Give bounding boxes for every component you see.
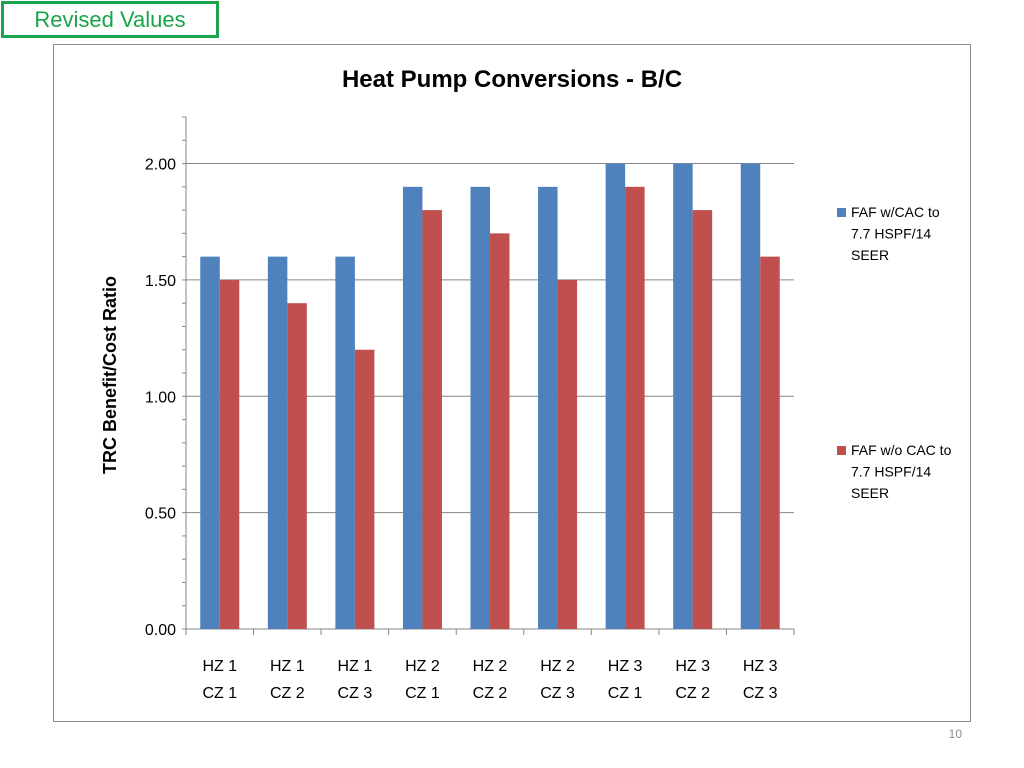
legend-label: FAF w/CAC to (851, 204, 940, 220)
x-category-label: HZ 1 (270, 658, 305, 675)
x-category-label: HZ 2 (405, 658, 440, 675)
bar-series2-1 (219, 279, 240, 629)
x-category-label: CZ 1 (405, 685, 440, 702)
legend-label: 7.7 HSPF/14 (851, 226, 931, 242)
legend-label: 7.7 HSPF/14 (851, 464, 931, 480)
bar-series2-4 (422, 210, 442, 629)
bar-series1-5 (470, 186, 490, 629)
page-number: 10 (948, 727, 962, 741)
bar-series2-6 (557, 279, 578, 629)
legend-label: FAF w/o CAC to (851, 442, 952, 458)
bar-series2-8 (692, 210, 713, 629)
x-category-label: HZ 1 (202, 658, 237, 675)
legend-label: SEER (851, 247, 889, 263)
x-category-label: CZ 3 (338, 685, 373, 702)
bar-series1-7 (605, 163, 626, 629)
x-category-label: CZ 3 (540, 685, 575, 702)
chart-title: Heat Pump Conversions - B/C (342, 66, 682, 93)
bar-chart: Heat Pump Conversions - B/C TRC Benefit/… (100, 66, 952, 702)
bar-series1-2 (267, 256, 288, 629)
axis-labels: 0.00 0.50 1.00 1.50 2.00 HZ 1 CZ 1 HZ 1 CZ 2 HZ 1… (145, 157, 778, 702)
bar-series1-4 (402, 186, 423, 629)
x-category-label: HZ 3 (675, 658, 710, 675)
bar-series2-9 (760, 256, 780, 629)
bar-series1-1 (200, 256, 220, 629)
bar-series1-9 (740, 163, 761, 629)
x-category-label: HZ 1 (338, 658, 373, 675)
y-tick-label: 1.50 (145, 273, 176, 290)
legend-label: SEER (851, 485, 889, 501)
chart-frame: Heat Pump Conversions - B/C TRC Benefit/… (53, 44, 971, 722)
bar-series2-5 (490, 233, 510, 629)
x-category-label: CZ 2 (675, 685, 710, 702)
legend: FAF w/CAC to 7.7 HSPF/14 SEER FAF w/o CAC t… (837, 204, 952, 501)
y-tick-label: 0.00 (145, 622, 176, 639)
bars (200, 163, 780, 629)
y-axis-title: TRC Benefit/Cost Ratio (100, 276, 120, 474)
x-category-label: CZ 2 (270, 685, 305, 702)
y-tick-label: 0.50 (145, 506, 176, 523)
bar-series2-7 (625, 186, 645, 629)
bar-series2-3 (354, 349, 375, 629)
x-category-label: CZ 1 (202, 685, 237, 702)
x-category-label: HZ 3 (608, 658, 643, 675)
bar-series1-3 (335, 256, 355, 629)
legend-swatch (837, 446, 846, 455)
x-category-label: HZ 2 (540, 658, 575, 675)
bar-series1-6 (538, 186, 558, 629)
x-category-label: HZ 3 (743, 658, 778, 675)
y-tick-label: 1.00 (145, 389, 176, 406)
x-category-label: CZ 1 (608, 685, 643, 702)
legend-swatch (837, 208, 846, 217)
x-category-label: HZ 2 (473, 658, 508, 675)
revised-values-label: Revised Values (34, 6, 186, 32)
revised-values-badge: Revised Values (1, 1, 219, 38)
y-tick-label: 2.00 (145, 157, 176, 174)
bar-series2-2 (287, 303, 307, 629)
x-category-label: CZ 2 (473, 685, 508, 702)
bar-series1-8 (673, 163, 693, 629)
x-category-label: CZ 3 (743, 685, 778, 702)
